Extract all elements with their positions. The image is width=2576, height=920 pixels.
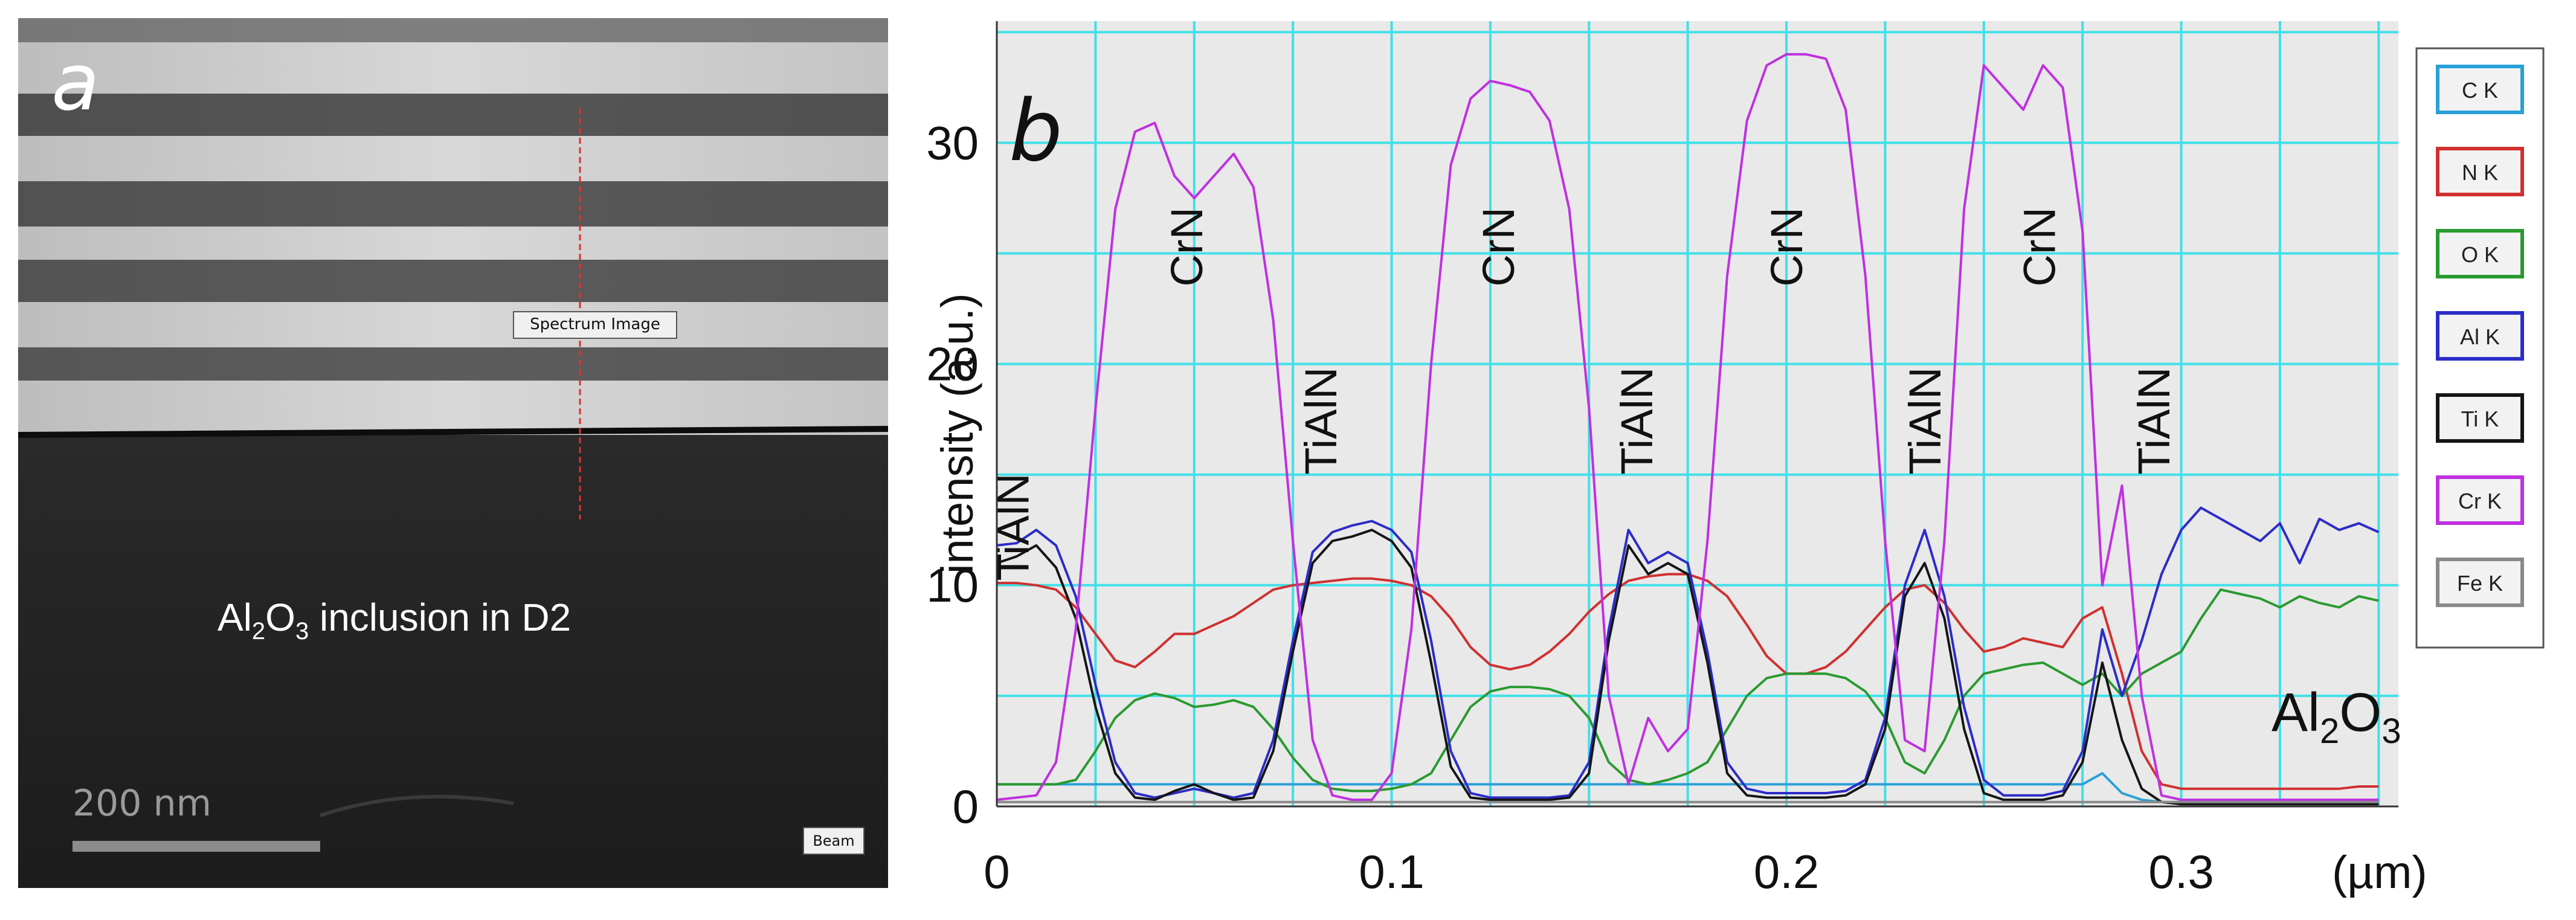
- x-tick-label: 0: [984, 845, 1009, 898]
- legend-swatch: [2436, 393, 2524, 443]
- legend-swatch: [2436, 311, 2524, 361]
- layer-label-tialn: TiAlN: [1296, 367, 1346, 475]
- coating-dark-band: [18, 181, 888, 227]
- coating-dark-band: [18, 347, 888, 381]
- panel-letter-a: a: [51, 36, 100, 128]
- annotations: TiAlN CrN TiAlN CrN TiAlN CrN TiAlN CrN TiAlN: [988, 207, 2179, 581]
- layer-label-tialn: TiAlN: [2129, 367, 2179, 475]
- legend-swatch: [2436, 475, 2524, 525]
- layer-label-crn: CrN: [1162, 207, 1212, 287]
- coating-dark-band: [18, 18, 888, 42]
- axes: 0 10 20 30 0 0.1 0.2 0.3: [926, 21, 2398, 898]
- x-axis-unit: (µm): [2332, 847, 2427, 898]
- scale-bar-label: 200 nm: [72, 782, 212, 825]
- legend-entry: Fe K: [2457, 571, 2503, 596]
- micrograph-panel: a Spectrum Image Beam 200 nm Al2O3 inclu…: [18, 18, 888, 888]
- y-tick-label: 10: [926, 559, 979, 612]
- beam-label-box: [803, 827, 865, 855]
- inclusion-caption: Al2O3 inclusion in D2: [217, 596, 572, 645]
- panel-letter-b: b: [1009, 82, 1063, 181]
- micrograph-image: [18, 18, 888, 888]
- x-tick-label: 0.1: [1359, 845, 1424, 898]
- legend-entry: O K: [2461, 242, 2499, 267]
- legend-entry: N K: [2462, 160, 2498, 185]
- y-axis-label: intensity (a.u.): [932, 293, 982, 574]
- series-line-cr-k: [996, 53, 2379, 801]
- legend-swatch: [2436, 65, 2524, 114]
- legend-swatch: [2436, 229, 2524, 278]
- line-profile-chart: TiAlN CrN TiAlN CrN TiAlN CrN TiAlN CrN TiAlN 0 1…: [926, 21, 2545, 898]
- legend-swatch: [2436, 147, 2524, 196]
- layer-label-crn: CrN: [1473, 207, 1524, 287]
- legend: C K N K O K Al K Ti K Cr K Fe K: [2415, 47, 2545, 649]
- legend-entry: Al K: [2460, 324, 2500, 349]
- legend-entry: Ti K: [2461, 407, 2499, 431]
- legend-swatch: [2436, 558, 2524, 607]
- layer-label-crn: CrN: [1762, 207, 1812, 287]
- legend-entry: C K: [2462, 78, 2498, 103]
- spectrum-label-box: [513, 311, 677, 339]
- x-tick-label: 0.2: [1754, 845, 1819, 898]
- legend-entry: Cr K: [2458, 489, 2502, 513]
- spectrum-image-label: Spectrum Image: [530, 315, 660, 333]
- y-tick-label: 30: [926, 116, 979, 169]
- interface-line: [18, 426, 888, 438]
- plot-area: [997, 21, 2398, 806]
- series-line-ti-k: [996, 529, 2379, 806]
- y-tick-label: 0: [953, 780, 979, 833]
- series-line-o-k: [997, 588, 2379, 793]
- grid: [997, 21, 2398, 806]
- al2o3-label: Al2O3: [2272, 683, 2401, 751]
- coating-dark-band: [18, 260, 888, 302]
- substrate-region: [18, 435, 888, 888]
- y-tick-label: 20: [926, 338, 979, 391]
- x-tick-label: 0.3: [2148, 845, 2214, 898]
- series-group: [996, 53, 2380, 806]
- chart-panel: TiAlN CrN TiAlN CrN TiAlN CrN TiAlN CrN TiAlN 0 1…: [906, 0, 2576, 920]
- layer-label-tialn: TiAlN: [1612, 367, 1662, 475]
- beam-label: Beam: [813, 832, 855, 849]
- layer-label-tialn: TiAlN: [1900, 367, 1950, 475]
- series-line-al-k: [996, 506, 2380, 799]
- layer-label-crn: CrN: [2014, 207, 2064, 287]
- coating-dark-band: [18, 94, 888, 136]
- series-line-c-k: [997, 772, 2379, 803]
- scale-bar: [72, 841, 320, 852]
- substrate-feature: [320, 794, 514, 817]
- layer-label-tialn: TiAlN: [988, 473, 1038, 581]
